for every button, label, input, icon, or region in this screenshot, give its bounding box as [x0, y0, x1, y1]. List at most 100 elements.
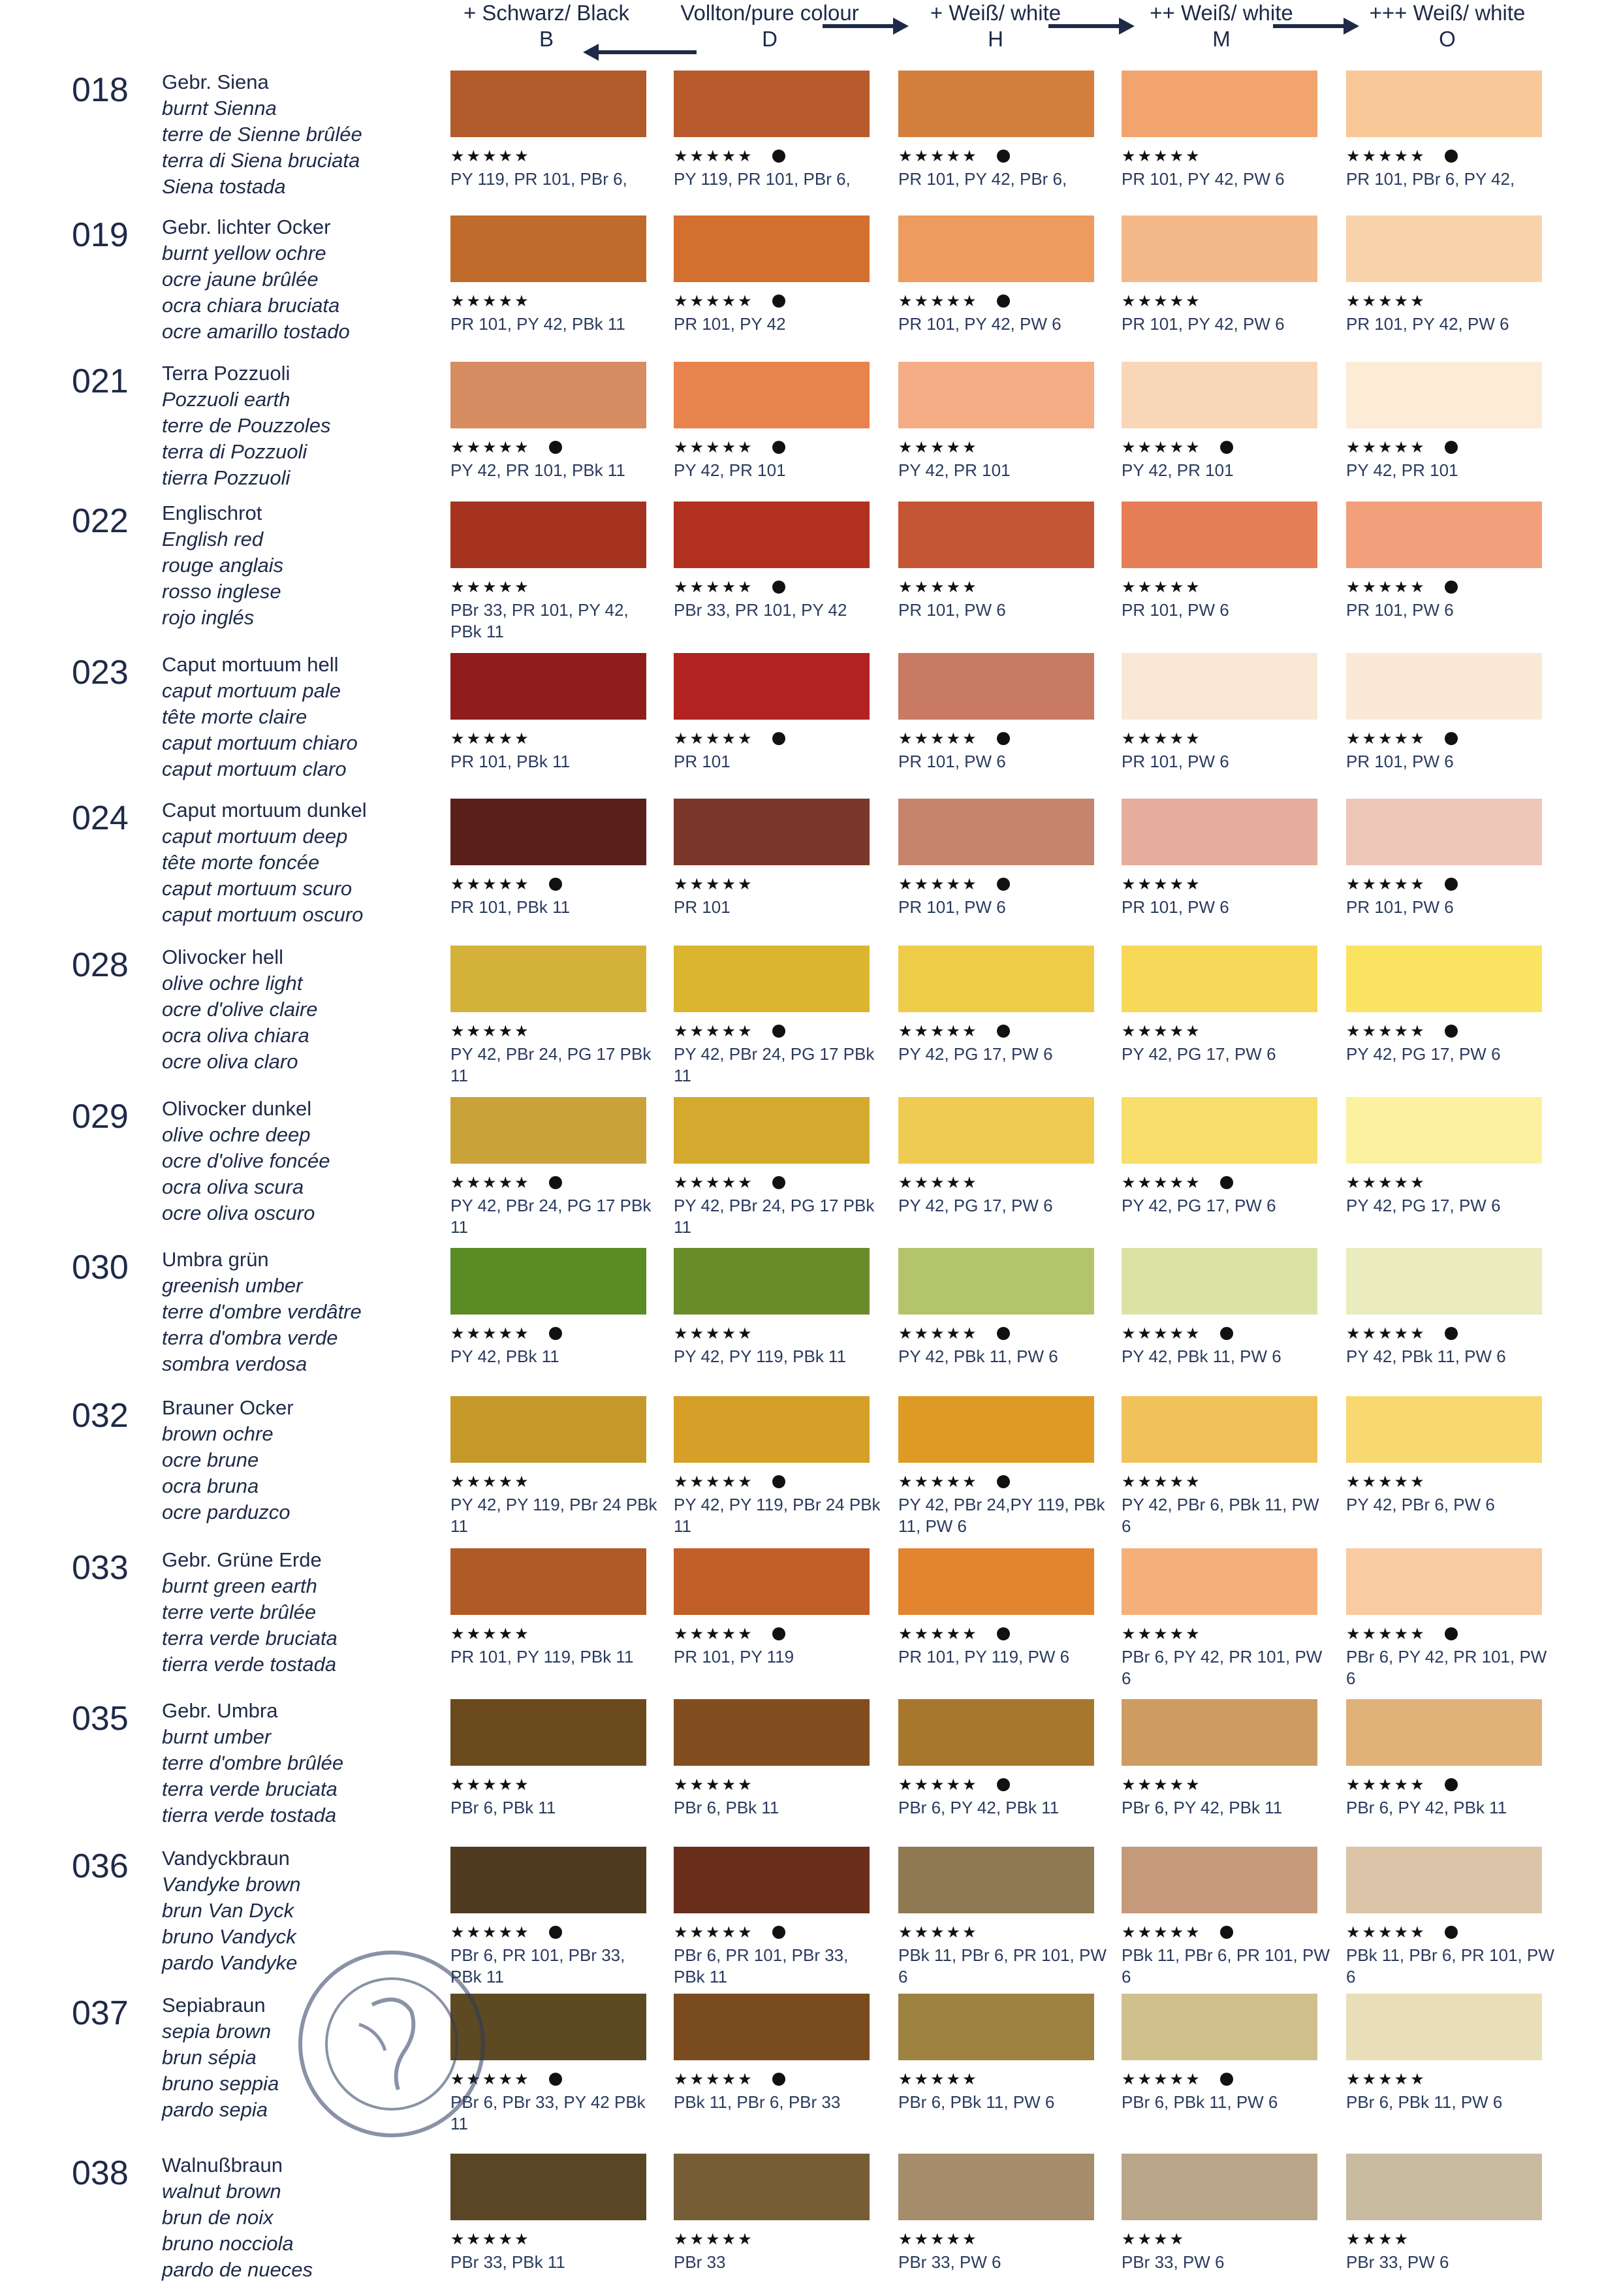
color-swatch [674, 1847, 870, 1913]
color-names: Gebr. Umbra burnt umber terre d'ombre brûl… [162, 1698, 436, 1828]
pigment-codes: PR 101, PY 42, PW 6 [1346, 314, 1509, 334]
star-rating-icon: ★★★★★ [1346, 439, 1426, 456]
color-cell: ★★★★★ PY 42, PG 17, PW 6 [898, 1097, 1094, 1217]
color-cell: ★★★★★ PY 119, PR 101, PBr 6, [450, 71, 646, 190]
color-cell: ★★★★★ PY 42, PR 101 [1122, 362, 1317, 481]
color-swatch [674, 653, 870, 720]
pigment-codes: PBr 33, PR 101, PY 42, PBk 11 [450, 600, 629, 641]
color-names: Gebr. Grüne Erde burnt green earth terre v… [162, 1547, 436, 1678]
color-swatch [674, 1699, 870, 1766]
lightfastness-rating: ★★★★★ [674, 438, 870, 458]
color-row: 036 Vandyckbraun Vandyke brown brun Van Dyc… [0, 1842, 1619, 1989]
color-row: 021 Terra Pozzuoli Pozzuoli earth terre de … [0, 357, 1619, 504]
color-cell: ★★★★★ PBr 6, PBk 11, PW 6 [898, 1994, 1094, 2113]
opacity-dot-icon [548, 1327, 562, 1340]
lightfastness-rating: ★★★★★ [1122, 2069, 1317, 2090]
color-cell: ★★★★★ PR 101, PW 6 [898, 502, 1094, 621]
pigment-codes: PBr 33, PR 101, PY 42 [674, 600, 847, 620]
color-names: Gebr. Siena burnt Sienna terre de Sienne b… [162, 69, 436, 200]
lightfastness-rating: ★★★★★ [898, 1021, 1094, 1042]
column-label: Vollton/pure colour [680, 1, 859, 25]
color-cell: ★★★★★ PR 101, PBr 6, PY 42, [1346, 71, 1542, 190]
lightfastness-rating: ★★★★★ [450, 1324, 646, 1345]
star-rating-icon: ★★★★★ [1346, 1023, 1426, 1040]
color-name-translation: terre verte brûlée [162, 1601, 317, 1623]
color-cell: ★★★★★ PR 101, PW 6 [898, 799, 1094, 918]
color-cell: ★★★★★ PY 42, PY 119, PBr 24 PBk 11 [450, 1396, 657, 1537]
lightfastness-rating: ★★★★★ [1122, 146, 1317, 167]
color-swatch [898, 2154, 1094, 2220]
pigment-codes: PBr 6, PY 42, PBk 11 [1346, 1798, 1507, 1817]
opacity-dot-icon [1219, 2073, 1233, 2086]
color-name-translation: terra di Siena bruciata [162, 149, 360, 172]
pigment-codes: PR 101, PY 42, PBk 11 [450, 314, 625, 334]
color-cell: ★★★★★ PR 101, PY 119, PW 6 [898, 1548, 1094, 1668]
color-swatch [1346, 1396, 1542, 1463]
color-name-translation: ocre oliva claro [162, 1050, 298, 1073]
color-cell: ★★★★★ PY 119, PR 101, PBr 6, [674, 71, 870, 190]
pigment-codes: PBr 6, PBr 33, PY 42 PBk 11 [450, 2092, 646, 2133]
opacity-dot-icon [1219, 1926, 1233, 1939]
pigment-codes: PY 42, PR 101, PBk 11 [450, 460, 625, 480]
star-rating-icon: ★★★★★ [674, 876, 754, 893]
color-name-translation: Siena tostada [162, 175, 286, 198]
color-cell: ★★★★★ PBk 11, PBr 6, PR 101, PW 6 [898, 1847, 1107, 1988]
color-cell: ★★★★★ PR 101, PW 6 [1346, 799, 1542, 918]
opacity-dot-icon [772, 1176, 785, 1189]
star-rating-icon: ★★★★★ [450, 2231, 531, 2248]
color-cell: ★★★★★ PR 101, PY 42, PW 6 [1122, 71, 1317, 190]
color-cell: ★★★★★ PBk 11, PBr 6, PR 101, PW 6 [1122, 1847, 1330, 1988]
color-cell: ★★★★★ PY 42, PBk 11 [450, 1248, 646, 1367]
color-swatch [450, 1847, 646, 1913]
lightfastness-rating: ★★★★★ [1346, 291, 1542, 312]
lightfastness-rating: ★★★★ [1122, 2229, 1317, 2250]
lightfastness-rating: ★★★★★ [1346, 729, 1542, 750]
lightfastness-rating: ★★★★★ [898, 1624, 1094, 1645]
color-names: Sepiabraun sepia brown brun sépia bruno sep… [162, 1992, 436, 2123]
color-name-translation: terre de Sienne brûlée [162, 123, 362, 146]
pigment-codes: PR 101, PY 42, PW 6 [1122, 314, 1285, 334]
color-cell: ★★★★★ PR 101, PY 42, PW 6 [1346, 215, 1542, 335]
color-code: 024 [72, 799, 129, 837]
color-cell: ★★★★★ PY 42, PR 101 [898, 362, 1094, 481]
star-rating-icon: ★★★★★ [674, 2071, 754, 2088]
color-names: Vandyckbraun Vandyke brown brun Van Dyck br… [162, 1845, 436, 1976]
color-name-german: Terra Pozzuoli [162, 362, 291, 385]
lightfastness-rating: ★★★★★ [674, 1922, 870, 1943]
color-row: 035 Gebr. Umbra burnt umber terre d'ombre b… [0, 1694, 1619, 1842]
color-name-translation: caput mortuum scuro [162, 877, 353, 900]
color-cell: ★★★★★ PBr 6, PY 42, PR 101, PW 6 [1346, 1548, 1547, 1689]
opacity-dot-icon [1444, 150, 1458, 163]
color-name-translation: bruno nocciola [162, 2232, 294, 2255]
color-name-translation: olive ochre deep [162, 1123, 311, 1146]
color-cell: ★★★★★ PBk 11, PBr 6, PBr 33 [674, 1994, 870, 2113]
star-rating-icon: ★★★★★ [1346, 1325, 1426, 1343]
color-swatch [450, 1396, 646, 1463]
color-code: 023 [72, 654, 129, 692]
color-swatch [1346, 946, 1542, 1012]
color-cell: ★★★★★ PR 101, PY 119 [674, 1548, 870, 1668]
color-swatch [898, 1847, 1094, 1913]
color-name-translation: pardo de nueces [162, 2258, 313, 2281]
color-name-translation: English red [162, 528, 264, 550]
color-name-translation: burnt umber [162, 1725, 272, 1748]
opacity-dot-icon [772, 1475, 785, 1488]
color-cell: ★★★★★ PBr 6, PBk 11 [674, 1699, 870, 1819]
column-code: M [1212, 27, 1231, 51]
seal-icon [298, 1951, 485, 2137]
lightfastness-rating: ★★★★★ [1346, 874, 1542, 895]
color-cell: ★★★★★ PBr 33, PBk 11 [450, 2154, 646, 2273]
star-rating-icon: ★★★★★ [1122, 293, 1202, 310]
star-rating-icon: ★★★★★ [450, 1325, 531, 1343]
pigment-codes: PY 119, PR 101, PBr 6, [674, 169, 851, 189]
pigment-codes: PY 42, PY 119, PBr 24 PBk 11 [674, 1495, 881, 1536]
star-rating-icon: ★★★★★ [898, 293, 979, 310]
color-names: Olivocker dunkel olive ochre deep ocre d'o… [162, 1096, 436, 1226]
pigment-codes: PR 101, PW 6 [898, 752, 1006, 771]
lightfastness-rating: ★★★★★ [1122, 1775, 1317, 1796]
pigment-codes: PBk 11, PBr 6, PBr 33 [674, 2092, 841, 2112]
pigment-codes: PR 101, PBk 11 [450, 897, 571, 917]
color-swatch [1346, 1548, 1542, 1615]
column-header-black: + Schwarz/ Black B [439, 0, 654, 52]
pigment-codes: PY 42, PBr 6, PW 6 [1346, 1495, 1495, 1514]
